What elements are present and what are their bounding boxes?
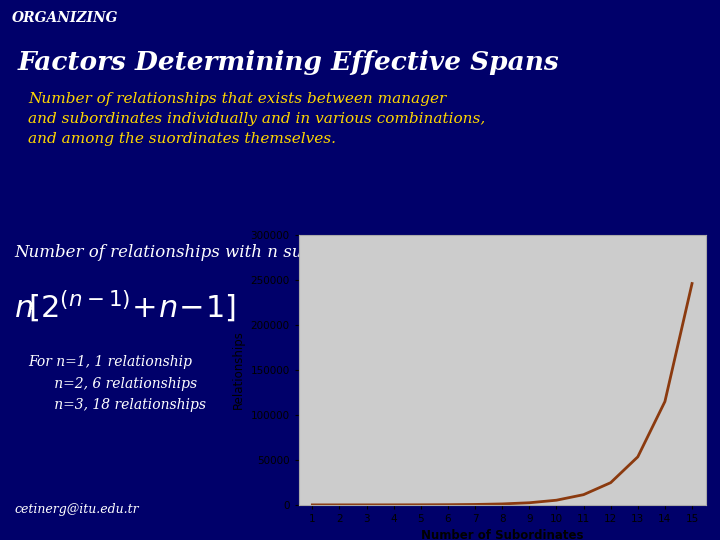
- Text: cetinerg@itu.edu.tr: cetinerg@itu.edu.tr: [14, 503, 139, 516]
- Text: ORGANIZING: ORGANIZING: [12, 11, 119, 25]
- X-axis label: Number of Subordinates: Number of Subordinates: [421, 530, 583, 540]
- Y-axis label: Relationships: Relationships: [232, 330, 245, 409]
- Text: For n=1, 1 relationship
      n=2, 6 relationships
      n=3, 18 relationships: For n=1, 1 relationship n=2, 6 relations…: [28, 355, 206, 413]
- Text: $n\!\left[2^{(n-1)}\!+\!n\!-\!1\right]$: $n\!\left[2^{(n-1)}\!+\!n\!-\!1\right]$: [14, 288, 236, 323]
- Text: Number of relationships that exists between manager
and subordinates individuall: Number of relationships that exists betw…: [28, 92, 485, 146]
- Text: Number of relationships with n subordinates: Number of relationships with n subordina…: [14, 244, 392, 261]
- Text: Factors Determining Effective Spans: Factors Determining Effective Spans: [18, 50, 559, 75]
